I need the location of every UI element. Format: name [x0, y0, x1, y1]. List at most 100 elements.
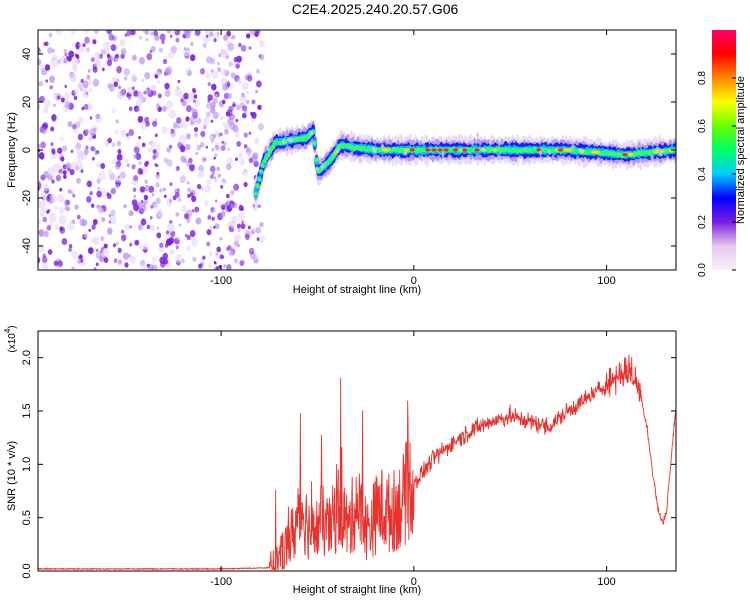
noise-blob [228, 61, 233, 67]
noise-blob [176, 235, 181, 241]
noise-blob [64, 84, 67, 88]
noise-blob [53, 103, 56, 108]
faint-speckle [447, 155, 451, 161]
noise-blob [141, 96, 147, 103]
noise-blob [103, 243, 108, 249]
noise-blob [161, 39, 165, 45]
noise-blob [213, 38, 217, 43]
noise-blob [206, 241, 211, 247]
noise-blob [106, 59, 113, 67]
signal-track-mark [258, 169, 264, 173]
noise-blob [108, 214, 117, 225]
noise-blob [208, 264, 212, 269]
noise-blob [216, 246, 221, 253]
noise-blob [183, 92, 189, 100]
noise-blob [54, 224, 60, 230]
noise-blob [223, 264, 227, 268]
noise-blob [153, 203, 159, 210]
noise-blob [203, 124, 207, 130]
noise-blob [191, 195, 197, 203]
noise-blob [92, 219, 98, 226]
noise-blob [95, 113, 100, 120]
noise-blob [116, 140, 122, 147]
noise-blob [94, 30, 99, 35]
noise-blob [223, 49, 228, 55]
noise-blob [158, 245, 165, 253]
noise-blob [185, 116, 190, 122]
noise-blob [48, 32, 53, 38]
noise-blob [187, 92, 196, 103]
noise-blob [151, 193, 155, 197]
noise-blob [76, 177, 81, 184]
noise-blob [108, 84, 115, 92]
noise-blob [186, 181, 190, 185]
noise-blob [64, 100, 71, 109]
noise-blob [42, 216, 47, 223]
noise-blob [61, 238, 68, 245]
faint-speckle [315, 166, 319, 171]
noise-blob [241, 168, 249, 177]
noise-blob [131, 86, 135, 91]
noise-blob [189, 192, 194, 198]
noise-blob [176, 117, 182, 124]
noise-blob [135, 152, 142, 160]
noise-blob [67, 55, 72, 62]
noise-blob [94, 150, 98, 156]
noise-blob [198, 164, 205, 172]
noise-blob [69, 73, 77, 83]
noise-blob [246, 148, 253, 156]
noise-blob [92, 39, 97, 45]
noise-blob [239, 158, 246, 166]
noise-blob [174, 87, 183, 98]
noise-blob [185, 133, 191, 140]
noise-blob [239, 260, 245, 267]
noise-blob [141, 79, 144, 82]
noise-blob [151, 90, 157, 96]
faint-speckle [420, 156, 424, 161]
noise-blob [89, 136, 93, 141]
noise-blob [235, 118, 239, 123]
noise-blob [124, 223, 130, 231]
snr-plot-area [38, 354, 676, 571]
noise-blob [211, 147, 215, 152]
noise-blob [200, 142, 205, 148]
noise-blob [190, 41, 194, 46]
noise-blob [210, 139, 214, 144]
noise-blob [77, 81, 83, 89]
noise-blob [215, 199, 218, 203]
noise-blob [73, 88, 79, 96]
snr-ytick-label: 2.0 [21, 350, 33, 365]
noise-blob [39, 95, 45, 103]
spectrogram-xtick-label: -100 [210, 275, 232, 287]
noise-blob [194, 132, 198, 138]
noise-blob [51, 179, 55, 184]
noise-blob [259, 53, 265, 61]
noise-blob [63, 58, 68, 64]
noise-blob [95, 262, 99, 267]
noise-blob [113, 258, 118, 264]
noise-blob [71, 59, 78, 67]
noise-blob [222, 122, 227, 128]
noise-blob [51, 48, 55, 53]
noise-blob [43, 231, 49, 238]
noise-blob [95, 248, 99, 252]
noise-blob [185, 105, 192, 113]
noise-blob [212, 171, 216, 176]
noise-blob [41, 68, 47, 76]
colorbar-tick-label: 0.0 [697, 263, 708, 277]
noise-blob [35, 195, 37, 198]
snr-x-axis-label: Height of straight line (km) [293, 584, 421, 596]
noise-blob [250, 228, 256, 235]
noise-blob [117, 149, 122, 154]
noise-blob [114, 57, 119, 63]
snr-scale-label: (x104) [3, 325, 18, 352]
noise-blob [90, 146, 95, 152]
noise-blob [38, 80, 44, 87]
noise-blob [221, 255, 225, 259]
noise-blob [186, 218, 191, 224]
noise-blob [82, 80, 89, 89]
faint-speckle [571, 144, 575, 149]
noise-blob [132, 164, 136, 168]
noise-blob [219, 236, 223, 241]
noise-blob [115, 241, 120, 246]
